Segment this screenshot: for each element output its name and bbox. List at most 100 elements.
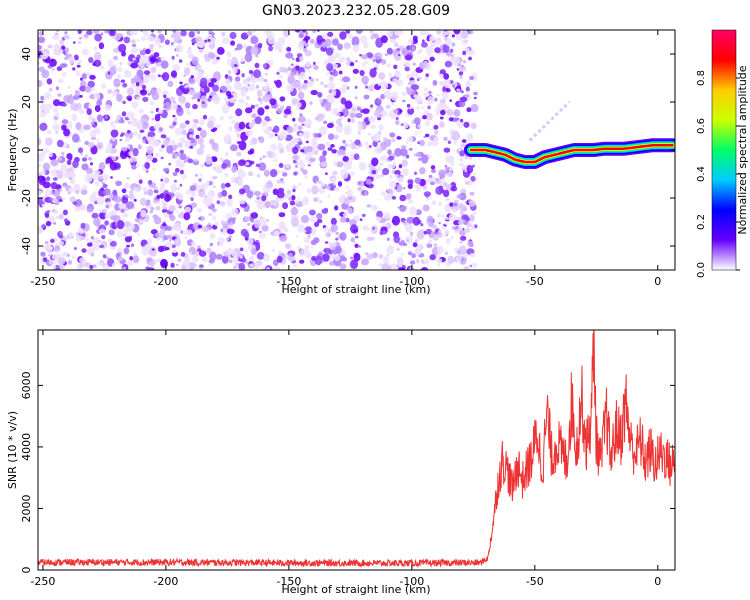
noise-dot	[56, 66, 63, 72]
noise-dot	[403, 61, 411, 69]
noise-dot	[446, 109, 454, 116]
noise-dot	[141, 121, 149, 130]
noise-dot	[384, 90, 392, 99]
noise-dot	[116, 74, 122, 79]
y-tick-label: 2000	[20, 494, 33, 522]
noise-dot	[388, 155, 395, 161]
noise-dot	[401, 91, 407, 97]
noise-dot	[72, 201, 77, 205]
noise-dot	[185, 84, 190, 88]
noise-dot	[314, 221, 320, 227]
noise-dot	[60, 164, 67, 172]
noise-dot	[176, 142, 183, 148]
noise-dot	[212, 208, 217, 213]
noise-dot	[412, 46, 415, 50]
noise-dot	[339, 232, 347, 241]
noise-dot	[458, 162, 465, 167]
noise-dot	[248, 70, 254, 74]
noise-dot	[459, 150, 465, 157]
noise-dot	[109, 148, 118, 154]
noise-dot	[147, 131, 156, 137]
noise-dot	[78, 94, 83, 98]
noise-dot	[107, 89, 113, 94]
noise-dot	[40, 251, 46, 257]
noise-dot	[463, 121, 470, 128]
noise-dot	[248, 139, 253, 146]
x-tick-label: -250	[30, 575, 55, 588]
noise-dot	[352, 44, 360, 53]
noise-dot	[170, 102, 179, 111]
noise-dot	[175, 44, 184, 53]
noise-dot	[378, 72, 386, 80]
noise-dot	[462, 165, 467, 171]
noise-dot	[358, 186, 363, 192]
noise-dot	[112, 263, 116, 268]
noise-dot	[306, 145, 313, 153]
noise-dot	[71, 113, 78, 122]
noise-dot	[365, 178, 372, 185]
noise-dot	[450, 162, 455, 167]
noise-dot	[443, 136, 448, 141]
noise-dot	[334, 52, 341, 59]
noise-dot	[439, 73, 444, 79]
noise-dot	[443, 181, 448, 187]
noise-dot	[354, 96, 358, 100]
noise-dot	[427, 143, 431, 146]
noise-dot	[92, 195, 97, 202]
noise-dot	[121, 196, 129, 204]
noise-dot	[389, 180, 397, 189]
noise-dot	[205, 156, 213, 165]
noise-dot	[237, 178, 242, 183]
noise-dot	[63, 184, 66, 188]
noise-dot	[451, 84, 456, 88]
noise-dot	[292, 128, 298, 133]
noise-dot	[329, 75, 334, 82]
noise-dot	[102, 188, 111, 196]
noise-dot	[470, 122, 477, 130]
noise-dot	[206, 120, 214, 129]
noise-dot	[48, 87, 53, 92]
noise-dot	[99, 65, 105, 70]
noise-dot	[192, 93, 201, 100]
noise-dot	[160, 134, 167, 139]
noise-dot	[441, 83, 446, 87]
noise-dot	[220, 220, 226, 226]
noise-dot	[139, 197, 147, 206]
noise-dot	[306, 187, 312, 194]
noise-dot	[120, 117, 124, 121]
noise-dot	[214, 146, 219, 152]
noise-dot	[48, 261, 54, 265]
noise-dot	[172, 31, 181, 41]
noise-dot	[188, 31, 195, 38]
noise-dot	[126, 244, 130, 248]
noise-dot	[379, 141, 387, 151]
noise-dot	[147, 237, 153, 244]
noise-dot	[380, 110, 388, 117]
noise-dot	[390, 91, 399, 101]
noise-dot	[450, 53, 455, 58]
noise-dot	[246, 77, 252, 82]
noise-dot	[312, 61, 316, 66]
noise-dot	[46, 210, 51, 213]
noise-dot	[291, 217, 300, 228]
noise-dot	[96, 114, 103, 122]
noise-dot	[258, 230, 262, 234]
noise-dot	[436, 253, 440, 259]
noise-dot	[438, 185, 444, 191]
noise-dot	[149, 210, 153, 214]
noise-dot	[38, 140, 42, 145]
noise-dot	[87, 156, 93, 161]
noise-dot	[357, 131, 361, 135]
noise-dot	[75, 70, 81, 77]
noise-dot	[267, 132, 275, 139]
noise-dot	[436, 94, 440, 97]
noise-dot	[377, 117, 381, 121]
noise-dot	[468, 56, 472, 61]
noise-dot	[149, 43, 155, 48]
noise-dot	[447, 255, 455, 264]
noise-dot	[201, 101, 206, 105]
noise-dot	[46, 176, 51, 182]
noise-dot	[292, 185, 297, 189]
noise-dot	[139, 89, 148, 96]
